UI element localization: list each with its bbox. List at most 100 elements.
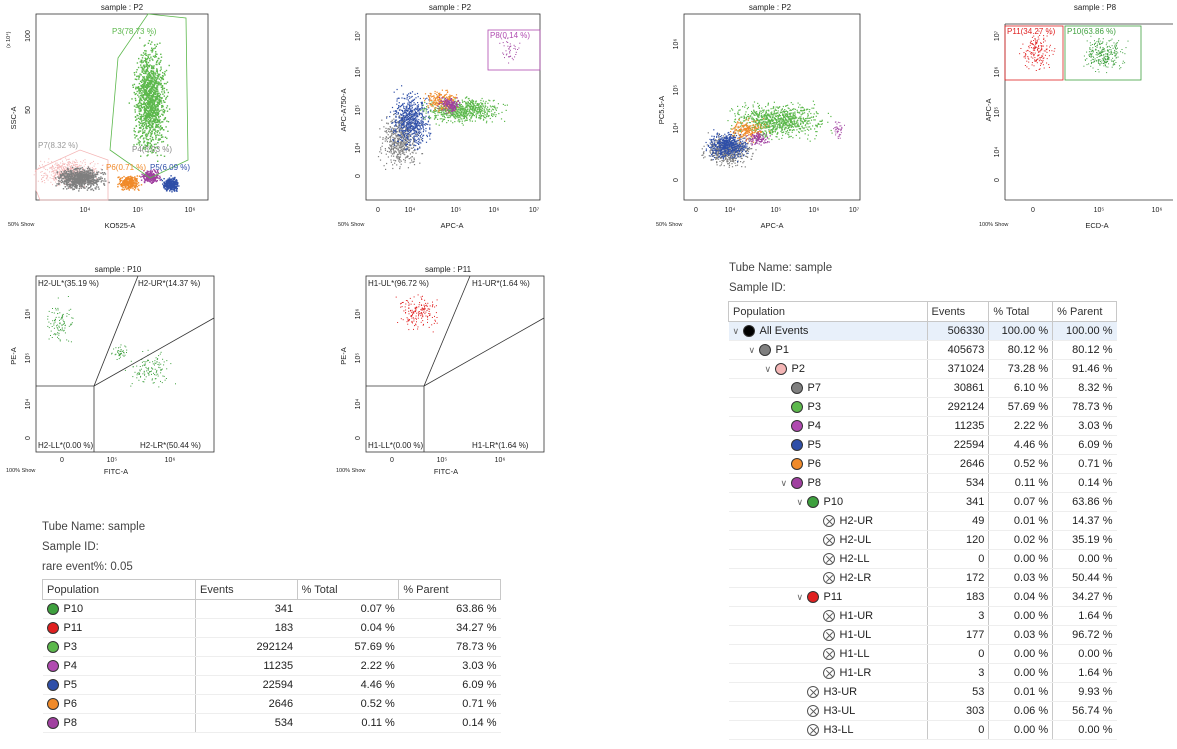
- events-cell: 11235: [195, 656, 298, 676]
- events-cell: 30861: [926, 378, 989, 398]
- population-color-icon: [790, 382, 803, 395]
- col-header-total[interactable]: % Total: [988, 301, 1054, 322]
- population-name: P10: [63, 602, 84, 615]
- tree-row[interactable]: H2-UR 49 0.01 % 14.37 %: [728, 511, 1117, 531]
- table-row[interactable]: P4 11235 2.22 % 3.03 %: [42, 656, 501, 676]
- col-header-parent[interactable]: % Parent: [1052, 301, 1117, 322]
- col-header-population[interactable]: Population: [728, 301, 928, 322]
- parent-cell: 1.64 %: [1052, 606, 1117, 626]
- gate-p7[interactable]: [35, 149, 109, 201]
- gate-p8[interactable]: [487, 29, 541, 71]
- population-color-icon: [790, 420, 803, 433]
- tree-row[interactable]: P7 30861 6.10 % 8.32 %: [728, 378, 1117, 398]
- tree-row[interactable]: H2-UL 120 0.02 % 35.19 %: [728, 530, 1117, 550]
- col-header-total[interactable]: % Total: [296, 579, 400, 600]
- show-percent: 50% Show: [656, 222, 682, 228]
- x-tick: 0: [1031, 207, 1035, 214]
- gate-p10[interactable]: [1064, 25, 1142, 81]
- sample-id-label: Sample ID:: [729, 282, 786, 294]
- y-tick: 10⁴: [673, 123, 680, 134]
- scatter-plot-pc55-apc[interactable]: sample : P2 PC5.5-A APC-A 50% Show 0 10⁴…: [648, 0, 878, 235]
- col-header-parent[interactable]: % Parent: [398, 579, 501, 600]
- tree-row[interactable]: H1-LL 0 0.00 % 0.00 %: [728, 644, 1117, 664]
- tree-row[interactable]: ∨ P8 534 0.11 % 0.14 %: [728, 473, 1117, 493]
- tree-row[interactable]: H3-UR 53 0.01 % 9.93 %: [728, 682, 1117, 702]
- population-color-icon: [46, 622, 59, 635]
- tree-row[interactable]: P4 11235 2.22 % 3.03 %: [728, 416, 1117, 436]
- tree-row[interactable]: P5 22594 4.46 % 6.09 %: [728, 435, 1117, 455]
- table-row[interactable]: P5 22594 4.46 % 6.09 %: [42, 675, 501, 695]
- tree-row[interactable]: ∨ All Events 506330 100.00 % 100.00 %: [728, 321, 1117, 341]
- tree-row[interactable]: ∨ P1 405673 80.12 % 80.12 %: [728, 340, 1117, 360]
- tree-row[interactable]: P6 2646 0.52 % 0.71 %: [728, 454, 1117, 474]
- tree-row[interactable]: ∨ P10 341 0.07 % 63.86 %: [728, 492, 1117, 512]
- tree-row[interactable]: H1-UR 3 0.00 % 1.64 %: [728, 606, 1117, 626]
- chevron-down-icon[interactable]: ∨: [732, 325, 740, 336]
- scatter-plot-apc-ecd[interactable]: sample : P8 APC-A ECD-A 100% Show P11(34…: [975, 0, 1175, 235]
- chevron-down-icon[interactable]: ∨: [796, 591, 804, 602]
- tree-row[interactable]: H3-UL 303 0.06 % 56.74 %: [728, 701, 1117, 721]
- parent-cell: 96.72 %: [1052, 625, 1117, 645]
- col-header-population[interactable]: Population: [42, 579, 196, 600]
- table-row[interactable]: P3 292124 57.69 % 78.73 %: [42, 637, 501, 657]
- x-axis-label: FITC-A: [434, 467, 458, 476]
- tree-row[interactable]: ∨ P11 183 0.04 % 34.27 %: [728, 587, 1117, 607]
- table-row[interactable]: P6 2646 0.52 % 0.71 %: [42, 694, 501, 714]
- table-row[interactable]: P8 534 0.11 % 0.14 %: [42, 713, 501, 733]
- table-row[interactable]: P11 183 0.04 % 34.27 %: [42, 618, 501, 638]
- events-cell: 534: [926, 473, 989, 493]
- x-tick: 10⁴: [725, 207, 736, 214]
- chevron-down-icon[interactable]: ∨: [796, 496, 804, 507]
- left-info-block: Tube Name: sample Sample ID: rare event%…: [42, 517, 145, 577]
- quadrant-gate-icon: [822, 572, 835, 585]
- quadrant-line[interactable]: [423, 317, 545, 387]
- scatter-plot-ssc-ko525[interactable]: sample : P2 (x 10⁴) SSC-A KO525-A 50% Sh…: [0, 0, 230, 235]
- chevron-down-icon[interactable]: ∨: [748, 344, 756, 355]
- chevron-down-icon[interactable]: ∨: [780, 477, 788, 488]
- quadrant-gate-icon: [806, 705, 819, 718]
- quadrant-label-lr: H2-LR*(50.44 %): [140, 441, 201, 450]
- total-cell: 0.04 %: [988, 587, 1053, 607]
- plot-frame: [683, 13, 861, 201]
- events-cell: 53: [926, 682, 989, 702]
- population-name: P11: [63, 621, 83, 634]
- quadrant-plot-p10[interactable]: sample : P10 PE-A FITC-A 100% Show H2-UL…: [0, 262, 230, 492]
- quadrant-line[interactable]: [93, 275, 139, 387]
- total-cell: 0.07 %: [297, 599, 399, 619]
- x-axis-label: KO525-A: [105, 221, 136, 230]
- gate-p11[interactable]: [1004, 25, 1064, 81]
- parent-cell: 56.74 %: [1052, 701, 1117, 721]
- population-name: H3-UL: [823, 704, 856, 717]
- tree-row[interactable]: P3 292124 57.69 % 78.73 %: [728, 397, 1117, 417]
- table-row[interactable]: P10 341 0.07 % 63.86 %: [42, 599, 501, 619]
- tree-row[interactable]: H1-UL 177 0.03 % 96.72 %: [728, 625, 1117, 645]
- col-header-events[interactable]: Events: [926, 301, 990, 322]
- plot-svg: sample : P2 (x 10⁴) SSC-A KO525-A 50% Sh…: [5, 3, 209, 230]
- gate-p3[interactable]: [109, 13, 189, 179]
- population-cell: ∨ P10: [728, 492, 928, 512]
- population-cell: H3-UR: [728, 682, 928, 702]
- tree-row[interactable]: H2-LL 0 0.00 % 0.00 %: [728, 549, 1117, 569]
- quadrant-label-ll: H1-LL*(0.00 %): [368, 441, 423, 450]
- total-cell: 0.11 %: [988, 473, 1053, 493]
- tree-row[interactable]: H2-LR 172 0.03 % 50.44 %: [728, 568, 1117, 588]
- parent-cell: 80.12 %: [1052, 340, 1117, 360]
- tree-row[interactable]: H1-LR 3 0.00 % 1.64 %: [728, 663, 1117, 683]
- parent-cell: 91.46 %: [1052, 359, 1117, 379]
- events-cell: 506330: [926, 321, 989, 341]
- events-cell: 22594: [195, 675, 298, 695]
- quadrant-line[interactable]: [93, 317, 215, 387]
- chevron-down-icon[interactable]: ∨: [764, 363, 772, 374]
- quadrant-line[interactable]: [423, 275, 471, 387]
- col-header-events[interactable]: Events: [195, 579, 298, 600]
- tube-name-label: Tube Name: sample: [42, 521, 146, 533]
- gate-label-p8: P8(0.14 %): [490, 31, 530, 40]
- population-cell: H3-LL: [728, 720, 928, 740]
- tree-row[interactable]: ∨ P2 371024 73.28 % 91.46 %: [728, 359, 1117, 379]
- population-cell: P5: [42, 675, 196, 695]
- population-cell: H2-LL: [728, 549, 928, 569]
- total-cell: 4.46 %: [297, 675, 399, 695]
- total-cell: 0.00 %: [988, 644, 1053, 664]
- tree-row[interactable]: H3-LL 0 0.00 % 0.00 %: [728, 720, 1117, 740]
- quadrant-plot-p11[interactable]: sample : P11 PE-A FITC-A 100% Show H1-UL…: [330, 262, 560, 492]
